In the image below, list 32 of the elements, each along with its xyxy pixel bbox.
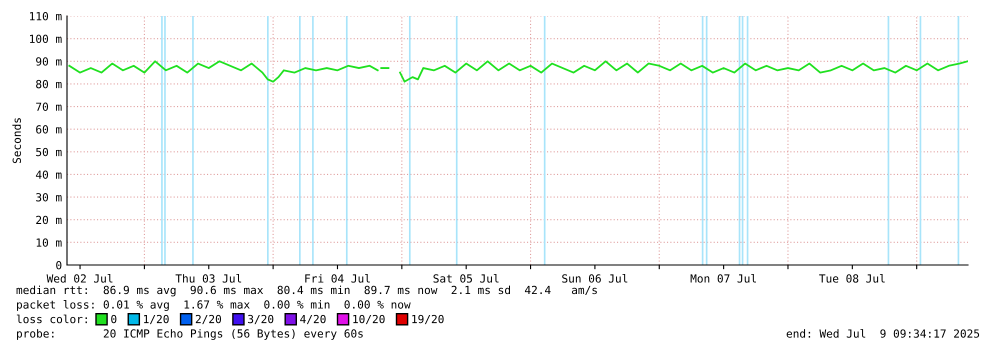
text: end: Wed Jul 9 09:34:17 2025 xyxy=(786,329,980,338)
y-tick-label: 60 m xyxy=(36,125,62,134)
y-tick-label: 10 m xyxy=(36,238,62,247)
x-tick-label: Mon 07 Jul xyxy=(690,274,756,283)
text: median rtt: 86.9 ms avg 90.6 ms max 80.4 ms min 89.7 ms now 2.1 ms sd 42.4 am/s xyxy=(16,286,597,296)
y-tick-label: 0 xyxy=(56,261,62,270)
legend-label: 3/20 xyxy=(248,314,274,324)
text: packet loss: 0.01 % avg 1.67 % max 0.00 % min 0.00 % now xyxy=(17,300,411,311)
x-tick-label: Sun 06 Jul xyxy=(562,274,628,283)
y-axis-title: Seconds xyxy=(12,118,21,164)
x-tick-label: Thu 03 Jul xyxy=(176,274,242,283)
y-tick-label: 20 m xyxy=(36,216,62,224)
legend-label: 10/20 xyxy=(353,314,385,324)
y-tick-label: 90 m xyxy=(36,57,62,66)
legend-label: 4/20 xyxy=(300,314,326,324)
legend-title: loss color: xyxy=(16,314,87,324)
y-tick-label: 100 m xyxy=(30,34,62,44)
y-tick-label: 110 m xyxy=(30,12,62,20)
legend-label: 0 xyxy=(111,314,116,324)
x-tick-label: Wed 02 Jul xyxy=(46,274,112,283)
x-tick-label: Fri 04 Jul xyxy=(305,274,370,283)
x-tick-label: Tue 08 Jul xyxy=(819,274,885,283)
y-tick-label: 30 m xyxy=(36,193,62,202)
y-tick-label: 70 m xyxy=(36,102,62,111)
legend-label: 1/20 xyxy=(144,314,169,324)
legend-label: 19/20 xyxy=(412,314,444,324)
x-tick-label: Sat 05 Jul xyxy=(434,274,499,283)
y-tick-label: 50 m xyxy=(36,148,62,156)
y-tick-label: 40 m xyxy=(36,170,62,179)
text: probe: 20 ICMP Echo Pings (56 Bytes) every 60s xyxy=(17,329,363,340)
y-tick-label: 80 m xyxy=(36,80,62,88)
legend-label: 2/20 xyxy=(196,314,222,324)
